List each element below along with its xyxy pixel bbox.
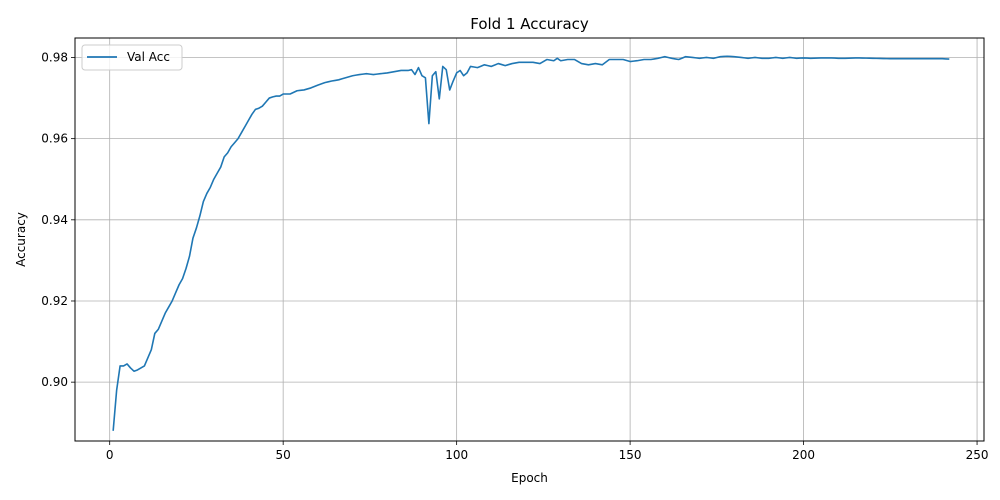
series-line-val-acc bbox=[112, 55, 950, 431]
x-tick-label: 100 bbox=[445, 448, 468, 462]
legend-box bbox=[81, 44, 183, 71]
series-group bbox=[112, 55, 950, 431]
y-tick-label: 0.94 bbox=[41, 213, 68, 227]
y-axis-label: Accuracy bbox=[14, 212, 28, 267]
ticks: 0 50 100 150 200 250 0.90 0.92 0.94 0.96 0.98 bbox=[41, 50, 988, 462]
x-tick-label: 50 bbox=[276, 448, 291, 462]
x-axis-label: Epoch bbox=[511, 471, 548, 485]
x-tick-label: 0 bbox=[106, 448, 114, 462]
y-tick-label: 0.98 bbox=[41, 50, 68, 64]
legend: Val Acc bbox=[81, 44, 183, 71]
grid bbox=[75, 38, 984, 441]
x-tick-label: 250 bbox=[966, 448, 989, 462]
y-tick-label: 0.96 bbox=[41, 132, 68, 146]
legend-entry-val-acc: Val Acc bbox=[127, 50, 170, 64]
chart-title: Fold 1 Accuracy bbox=[470, 15, 589, 33]
x-tick-label: 150 bbox=[619, 448, 642, 462]
x-tick-label: 200 bbox=[792, 448, 815, 462]
y-tick-label: 0.92 bbox=[41, 294, 68, 308]
plot-frame bbox=[74, 37, 985, 442]
y-tick-label: 0.90 bbox=[41, 375, 68, 389]
